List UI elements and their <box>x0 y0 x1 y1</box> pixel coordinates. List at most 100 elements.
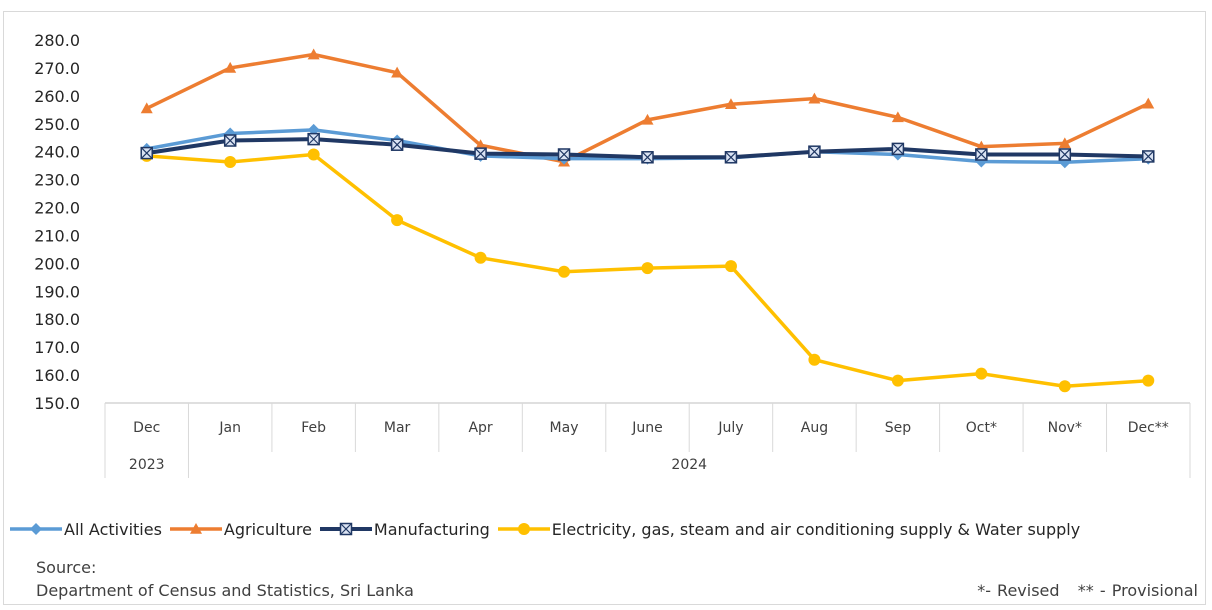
series-3 <box>140 148 1155 393</box>
data-point <box>808 353 821 366</box>
legend-swatch-marker <box>30 523 42 535</box>
legend-swatch <box>319 522 372 536</box>
x-tick-label: Aug <box>801 420 828 436</box>
data-point-cross <box>1058 148 1071 161</box>
x-tick-label: Dec <box>133 420 160 436</box>
y-tick-label: 190.0 <box>34 282 80 301</box>
data-point <box>641 113 654 125</box>
data-point <box>808 92 821 104</box>
x-tick-label: Apr <box>468 420 492 436</box>
data-point <box>307 48 320 60</box>
data-point-cross <box>558 148 570 161</box>
y-tick-label: 230.0 <box>34 171 80 190</box>
legend-swatch-marker-cross <box>339 523 352 535</box>
legend-swatch <box>10 523 62 535</box>
data-point <box>641 262 654 275</box>
y-tick-label: 150.0 <box>34 394 80 413</box>
x-axis: Dec Jan Feb Mar Apr May June July Aug Sep Oct* Nov*… <box>104 402 1191 478</box>
source-text: Department of Census and Statistics, Sri… <box>36 581 414 600</box>
year-label: 2024 <box>671 457 707 473</box>
y-tick-label: 220.0 <box>34 199 80 218</box>
data-point-cross <box>975 148 988 161</box>
data-point-cross <box>224 134 237 147</box>
legend-item: Manufacturing <box>318 520 490 539</box>
data-point-cross <box>641 151 654 164</box>
data-point-cross <box>474 147 487 160</box>
data-point <box>558 265 571 278</box>
year-label: 2023 <box>129 457 165 473</box>
x-tick-label: Dec** <box>1128 420 1169 436</box>
data-point <box>724 260 737 273</box>
legend-swatch <box>169 523 222 534</box>
data-point-cross <box>1142 150 1155 163</box>
y-tick-label: 270.0 <box>34 59 80 78</box>
x-tick-label: Feb <box>301 420 326 436</box>
chart-legend: All Activities Agriculture Manufacturing El… <box>8 517 1208 541</box>
legend-label: Agriculture <box>223 519 312 539</box>
data-point <box>474 147 487 160</box>
y-tick-label: 210.0 <box>34 226 80 245</box>
data-point <box>891 142 905 156</box>
data-point <box>391 66 404 78</box>
data-point <box>808 145 821 158</box>
data-point <box>391 214 404 227</box>
data-point <box>224 61 237 73</box>
legend-item: Electricity, gas, steam and air conditio… <box>496 520 1080 539</box>
y-tick-label: 250.0 <box>34 115 80 134</box>
data-point-cross <box>307 133 320 146</box>
source-label: Source: <box>36 558 97 577</box>
data-point <box>307 148 320 161</box>
data-point <box>223 134 237 147</box>
line-chart: 150.0 160.0 170.0 180.0 190.0 200.0 210.0 220.0… <box>34 31 1191 478</box>
legend-swatch-marker <box>189 523 202 534</box>
data-point <box>1058 137 1071 149</box>
legend-label: Electricity, gas, steam and air conditio… <box>551 519 1081 539</box>
y-tick-label: 160.0 <box>34 366 80 385</box>
y-tick-label: 170.0 <box>34 338 80 357</box>
data-point <box>641 151 654 164</box>
data-point-cross <box>891 142 904 155</box>
data-point <box>975 367 988 380</box>
data-point <box>1058 380 1071 393</box>
x-tick-label: July <box>717 420 743 436</box>
data-point-cross <box>808 145 821 158</box>
y-axis: 150.0 160.0 170.0 180.0 190.0 200.0 210.0 220.0… <box>34 31 80 413</box>
chart-frame <box>3 11 1206 605</box>
series-layer <box>140 48 1155 393</box>
x-tick-label: Oct* <box>966 420 997 436</box>
data-point <box>891 111 904 123</box>
data-point <box>724 151 738 164</box>
data-point <box>390 138 404 151</box>
legend-swatch-marker <box>517 523 530 535</box>
data-point <box>474 139 487 151</box>
legend-swatch <box>497 523 550 535</box>
data-point-cross <box>391 138 404 151</box>
y-tick-label: 180.0 <box>34 310 80 329</box>
legend-swatch-marker <box>339 522 353 536</box>
data-point-cross <box>725 151 737 164</box>
data-point <box>975 148 988 161</box>
series-1 <box>140 48 1155 167</box>
data-point <box>891 374 904 387</box>
y-tick-label: 260.0 <box>34 87 80 106</box>
legend-label: All Activities <box>64 519 162 539</box>
y-tick-label: 240.0 <box>34 143 80 162</box>
x-tick-label: June <box>631 420 663 436</box>
legend-label: Manufacturing <box>373 519 490 539</box>
x-tick-label: Jan <box>218 420 241 436</box>
y-tick-label: 200.0 <box>34 254 80 273</box>
data-point <box>1142 150 1155 163</box>
data-point <box>724 98 737 110</box>
data-point-cross <box>140 147 153 160</box>
x-tick-label: May <box>550 420 579 436</box>
x-tick-label: Mar <box>384 420 411 436</box>
data-point <box>140 102 153 114</box>
data-point <box>307 132 320 146</box>
data-point <box>1142 97 1155 109</box>
data-point <box>1142 374 1155 387</box>
legend-item: Agriculture <box>168 520 312 539</box>
y-tick-label: 280.0 <box>34 31 80 50</box>
data-point <box>224 156 237 169</box>
data-point <box>140 146 153 160</box>
series-line <box>144 52 1151 164</box>
